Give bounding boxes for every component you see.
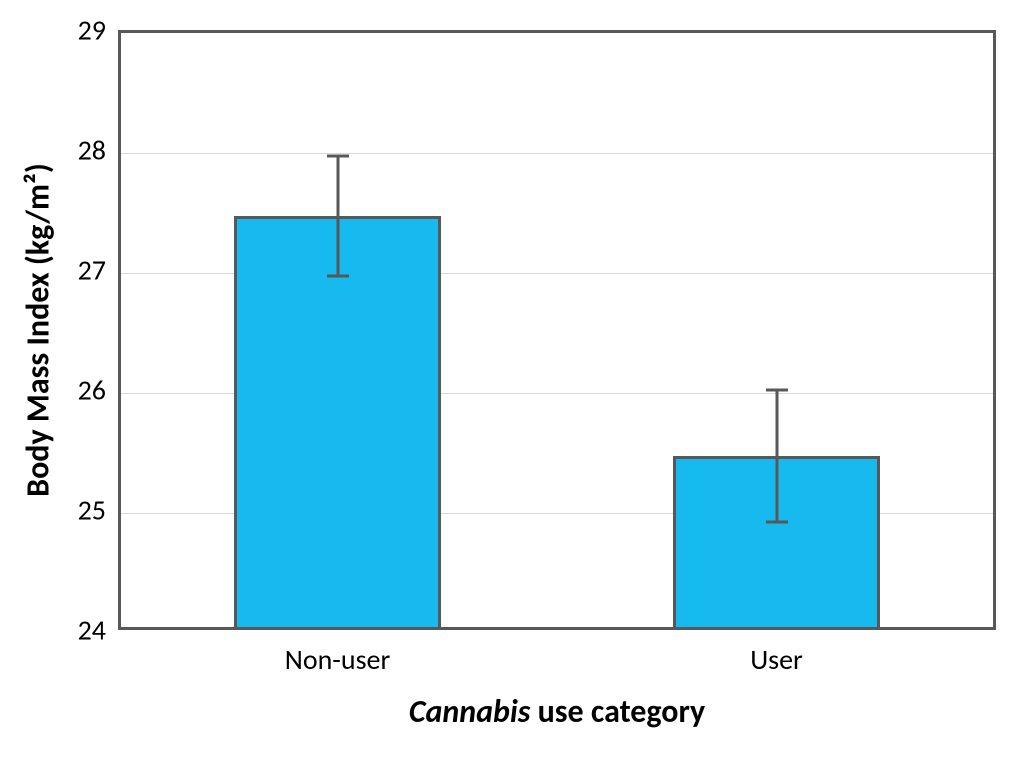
- y-tick-label: 24: [78, 613, 106, 648]
- error-bar-cap-top: [766, 389, 788, 392]
- x-tick-label: User: [750, 642, 803, 677]
- bmi-bar-chart: 24 25 26 27 28 29 Non-user User Body Mass Index …: [0, 0, 1024, 759]
- error-bar-line: [336, 156, 339, 276]
- y-tick-label: 27: [78, 253, 106, 288]
- error-bar-cap-bottom: [327, 275, 349, 278]
- x-axis-title: Cannabis use category: [409, 692, 705, 731]
- y-tick-label: 29: [78, 13, 106, 48]
- x-axis-title-italic: Cannabis: [409, 692, 530, 731]
- error-bar-cap-bottom: [766, 521, 788, 524]
- bar-non-user: [234, 216, 440, 630]
- x-axis-title-rest: use category: [530, 692, 705, 731]
- x-tick-label: Non-user: [285, 642, 390, 677]
- y-axis-title: Body Mass Index (kg/m²): [19, 163, 58, 497]
- y-tick-label: 28: [78, 133, 106, 168]
- error-bar-cap-top: [327, 155, 349, 158]
- y-tick-label: 25: [78, 493, 106, 528]
- y-tick-label: 26: [78, 373, 106, 408]
- gridline: [121, 153, 993, 154]
- error-bar-line: [775, 390, 778, 522]
